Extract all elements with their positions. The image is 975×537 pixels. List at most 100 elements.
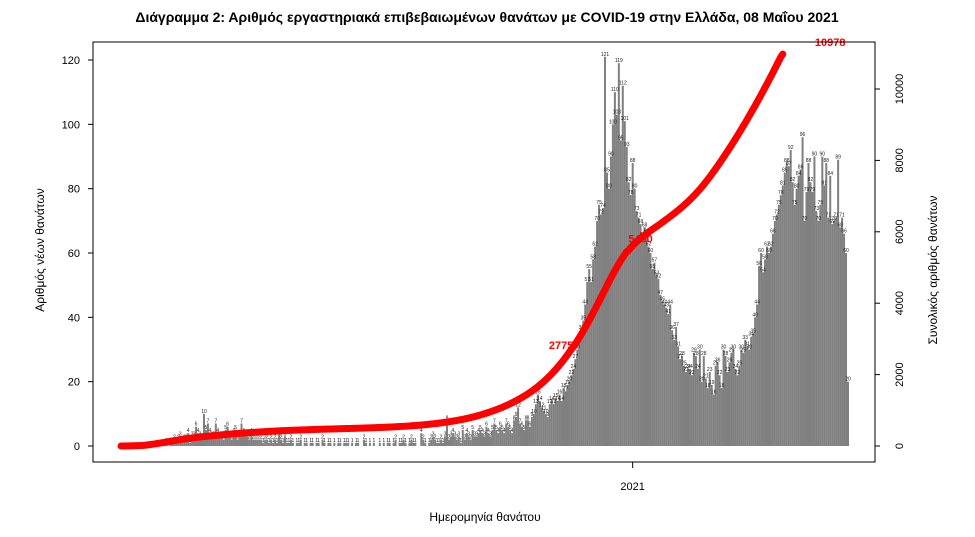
bar [631,162,634,446]
bar-value-label: 60 [766,248,772,254]
bar [382,442,385,446]
bar-value-label: 16 [557,390,563,396]
bar-value-label: 1 [262,438,265,444]
bar [208,433,211,446]
bar-value-label: 1 [438,438,441,444]
bar-value-label: 8 [527,415,530,421]
bar-value-label: 78 [628,190,634,196]
bar [463,439,466,446]
bar [517,407,520,446]
bar [511,433,514,446]
bar-value-label: 23 [683,367,689,373]
bar-value-label: 74 [600,203,606,209]
y-left-tick-label: 20 [68,377,80,389]
bar-value-label: 2 [290,435,293,441]
bar [819,204,822,446]
bar [181,442,184,446]
bar-value-label: 2 [252,435,255,441]
bar-value-label: 84 [796,171,802,177]
bar-value-label: 28 [701,351,707,357]
bar-value-label: 4 [209,428,212,434]
bar-value-label: 2 [299,435,302,441]
bar-value-label: 2 [402,435,405,441]
bar-value-label: 4 [481,428,484,434]
bar [722,349,725,446]
bar [570,375,573,446]
bar-value-label: 18 [719,383,725,389]
bar [665,307,668,446]
bar-value-label: 58 [590,254,596,260]
bar-value-label: 24 [571,364,577,370]
bar [327,442,330,446]
bar-value-label: 73 [634,206,640,212]
bar [633,188,636,447]
bar-value-label: 2 [230,435,233,441]
bar [758,265,761,446]
bar [742,352,745,446]
bar-value-label: 1 [288,438,291,444]
bar [708,372,711,446]
bar-value-label: 11 [541,406,546,412]
bar-value-label: 82 [626,177,632,183]
bar [712,394,715,446]
bar [471,429,474,446]
bar-value-label: 96 [800,132,806,138]
bar [629,195,632,446]
bar [501,429,504,446]
bar-value-label: 70 [831,216,837,222]
bar-value-label: 93 [624,142,630,148]
bar [823,185,826,446]
bar-value-label: 4 [451,428,454,434]
bar [764,259,767,446]
bar-value-label: 119 [615,58,623,64]
bar-value-label: 80 [794,184,800,190]
bar-value-label: 1 [291,438,294,444]
bar [805,191,808,446]
bar-value-label: 8 [446,415,449,421]
bar [769,246,772,446]
cumulative-annotation: 5480 [628,233,652,245]
bar [355,442,358,446]
bar-value-label: 1 [337,438,340,444]
bar [388,442,391,446]
bar [333,442,336,446]
bar [285,442,288,446]
bar [538,400,541,446]
bar [451,433,454,446]
bar-value-label: 70 [594,216,600,222]
bar [576,349,579,446]
bar-value-label: 3 [453,431,456,437]
bar [410,439,413,446]
bar-value-label: 101 [621,116,630,122]
bar-value-label: 3 [483,431,486,437]
bar-value-label: 4 [511,428,514,434]
left-y-axis: 0 20 40 60 80 100 120 [62,55,93,453]
bar-value-label: 75 [818,200,824,206]
bar-value-label: 5 [234,425,237,431]
bar-value-label: 70 [802,216,808,222]
bar-value-label: 2 [260,435,263,441]
bar [540,407,543,446]
cumulative-line [117,50,787,450]
bar [821,156,824,446]
bar [428,442,431,446]
bar-value-label: 21 [703,373,709,379]
bar-value-label: 6 [226,422,229,428]
bar [744,339,747,446]
bar [515,417,518,446]
bar [643,227,646,446]
bar [503,433,506,446]
bar [846,381,850,446]
bar [615,114,618,447]
bar [839,227,842,446]
bar [372,442,375,446]
bar-value-label: 68 [642,222,648,228]
x-tick-label: 2021 [620,481,644,493]
bar-value-label: 5 [523,425,526,431]
bar [605,172,608,446]
bar-value-label: 2 [258,435,261,441]
bar-value-label: 79 [804,187,810,193]
bar [566,384,569,446]
bar [311,442,314,446]
bar-value-label: 7 [493,418,496,424]
